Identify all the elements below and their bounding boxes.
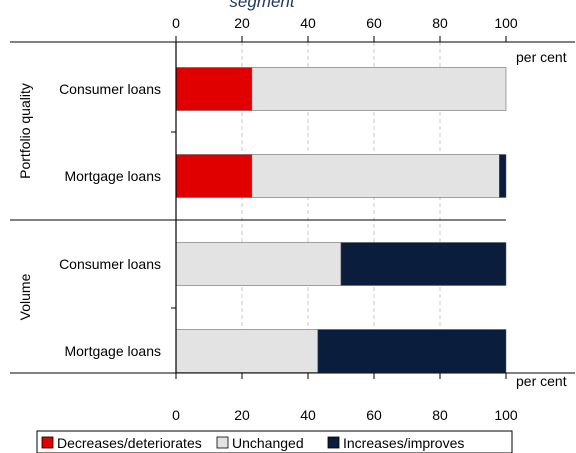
bar-layer (175, 67, 507, 373)
legend-swatch-2 (327, 436, 340, 449)
bar-row2-series1 (175, 242, 342, 286)
x-tick-label-top-0: 0 (172, 15, 180, 31)
bar-row1-series0 (175, 154, 253, 198)
x-tick-label-bottom-1: 20 (234, 407, 250, 423)
category-label-2: Consumer loans (59, 256, 161, 272)
legend-label-0: Decreases/deteriorates (57, 435, 202, 451)
legend-label-2: Increases/improves (343, 435, 464, 451)
bar-row0-series0 (175, 67, 253, 111)
category-label-0: Consumer loans (59, 81, 161, 97)
frame-layer (10, 36, 575, 379)
unit-label-bottom: per cent (516, 373, 567, 389)
x-tick-label-bottom-3: 60 (366, 407, 382, 423)
legend-swatch-0 (41, 436, 54, 449)
bar-row3-series1 (175, 329, 319, 373)
x-tick-label-bottom-2: 40 (300, 407, 316, 423)
x-tick-label-top-2: 40 (300, 15, 316, 31)
x-tick-label-top-3: 60 (366, 15, 382, 31)
chart-title: segment (229, 0, 295, 11)
category-label-1: Mortgage loans (64, 168, 161, 184)
x-tick-label-top-1: 20 (234, 15, 250, 31)
x-tick-label-bottom-4: 80 (432, 407, 448, 423)
bar-row1-series1 (251, 154, 500, 198)
x-tick-label-top-4: 80 (432, 15, 448, 31)
category-label-3: Mortgage loans (64, 343, 161, 359)
x-tick-label-bottom-5: 100 (494, 407, 518, 423)
label-layer: 0 0 20 20 40 40 60 60 80 80 100 100 Consumer loans Mo… (17, 15, 567, 423)
legend-box (36, 430, 513, 453)
bar-row3-series2 (317, 329, 507, 373)
bar-row1-series2 (499, 154, 507, 198)
legend-label-1: Unchanged (232, 435, 304, 451)
group-label-0: Portfolio quality (17, 83, 33, 179)
grid-layer (241, 42, 441, 373)
legend-layer: Decreases/deteriorates Unchanged Increases… (36, 430, 513, 453)
x-tick-label-bottom-0: 0 (172, 407, 180, 423)
bar-row0-series1 (251, 67, 507, 111)
group-label-1: Volume (17, 273, 33, 320)
x-tick-label-top-5: 100 (494, 15, 518, 31)
unit-label-top: per cent (516, 49, 567, 65)
bar-row2-series2 (340, 242, 507, 286)
legend-swatch-1 (216, 436, 229, 449)
